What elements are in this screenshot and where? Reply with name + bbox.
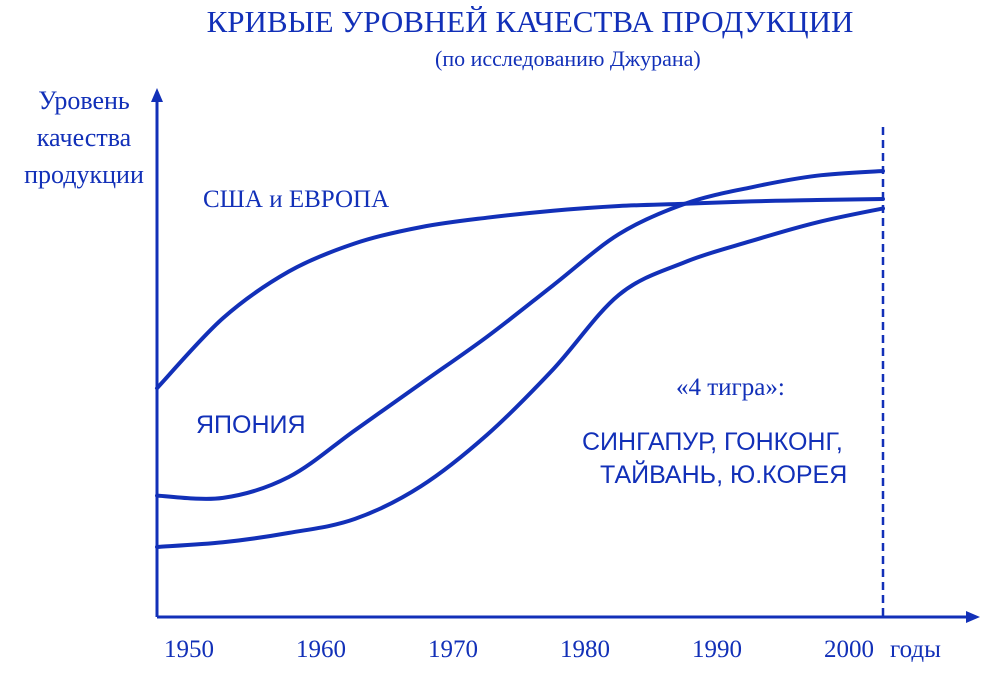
y-axis-arrow-icon [151, 88, 163, 102]
series-line-four-tigers [155, 206, 885, 549]
x-tick-label: 1970 [428, 636, 478, 663]
series-label-four-tigers-heading: «4 тигра»: [676, 374, 785, 401]
chart-subtitle: (по исследованию Джурана) [435, 46, 701, 71]
series-label-usa-europe: США и ЕВРОПА [203, 186, 390, 213]
x-tick-label: 2000 [824, 636, 874, 663]
x-tick-label: 1990 [692, 636, 742, 663]
x-tick-label: 1980 [560, 636, 610, 663]
chart-title: КРИВЫЕ УРОВНЕЙ КАЧЕСТВА ПРОДУКЦИИ [206, 4, 854, 39]
series-line-usa-europe [155, 197, 885, 391]
y-axis-label-line: Уровень [38, 86, 130, 115]
y-axis-label-line: качества [36, 123, 132, 152]
x-tick-label: 1950 [164, 636, 214, 663]
series-label-japan: ЯПОНИЯ [196, 411, 306, 439]
x-axis-unit-label: годы [890, 636, 941, 663]
x-axis-arrow-icon [966, 611, 980, 623]
series-line-japan [155, 169, 885, 501]
x-tick-label: 1960 [296, 636, 346, 663]
y-axis-label-line: продукции [24, 160, 144, 189]
y-axis-label: Уровень качества продукции [10, 82, 158, 193]
series-label-four-tigers-line: СИНГАПУР, ГОНКОНГ, [582, 428, 843, 456]
series-label-four-tigers-line: ТАЙВАНЬ, Ю.КОРЕЯ [600, 461, 848, 489]
